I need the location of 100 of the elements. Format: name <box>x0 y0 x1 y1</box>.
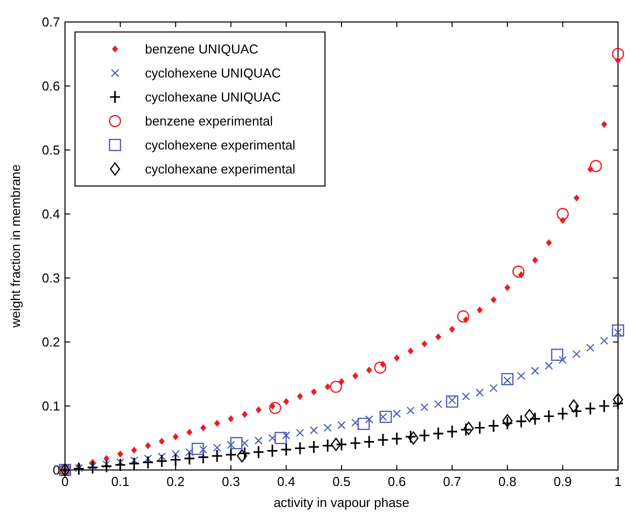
point <box>336 438 348 452</box>
point <box>476 388 484 397</box>
x-tick-label: 0.3 <box>222 474 240 489</box>
point <box>225 448 237 462</box>
point <box>310 388 317 396</box>
point <box>352 372 358 380</box>
point <box>330 380 342 393</box>
point <box>544 362 553 370</box>
point <box>462 392 470 400</box>
point <box>172 450 180 458</box>
point <box>365 415 374 424</box>
point <box>612 48 624 60</box>
point <box>192 442 204 455</box>
point <box>228 415 234 422</box>
point <box>434 400 442 408</box>
point <box>446 395 458 408</box>
y-tick-label: 0.6 <box>42 78 60 94</box>
x-tick-label: 0.6 <box>388 474 406 489</box>
point <box>490 296 497 304</box>
x-tick-label: 0.1 <box>111 474 130 489</box>
point <box>460 422 472 436</box>
point <box>612 393 624 406</box>
point <box>391 432 403 446</box>
point <box>310 426 318 434</box>
point <box>274 432 287 444</box>
point <box>404 430 416 444</box>
point <box>184 452 196 466</box>
point <box>394 354 400 362</box>
point <box>572 350 581 358</box>
point <box>269 402 282 414</box>
point <box>556 406 568 420</box>
point <box>200 424 206 432</box>
point <box>406 406 415 415</box>
point <box>236 449 248 463</box>
point <box>114 458 126 472</box>
point <box>586 344 594 352</box>
legend-label: benzene UNIQUAC <box>145 42 258 57</box>
point <box>294 441 306 456</box>
y-tick-label: 0.3 <box>42 270 60 286</box>
point <box>598 399 610 413</box>
y-tick-label: 0.2 <box>42 334 60 350</box>
point <box>574 194 580 202</box>
x-tick-label: 0.7 <box>443 474 462 489</box>
point <box>322 438 334 452</box>
point <box>324 424 332 432</box>
y-tick-label: 0.5 <box>42 142 60 158</box>
point <box>490 384 498 392</box>
point <box>142 456 154 470</box>
point <box>556 208 569 220</box>
point <box>283 398 290 406</box>
point <box>590 160 602 172</box>
point <box>297 392 304 400</box>
x-tick-label: 0.9 <box>554 474 572 489</box>
point <box>408 431 418 445</box>
point <box>185 448 194 456</box>
point <box>252 445 264 459</box>
point <box>377 433 389 447</box>
legend-label: cyclohexene UNIQUAC <box>145 66 281 81</box>
point <box>358 418 370 430</box>
point <box>502 416 514 430</box>
point <box>476 306 483 314</box>
y-tick-label: 0.4 <box>42 206 60 222</box>
point <box>464 422 474 435</box>
point <box>214 420 220 427</box>
point <box>280 442 292 456</box>
point <box>199 445 208 454</box>
point <box>418 428 430 442</box>
point <box>612 324 624 337</box>
point <box>266 444 278 458</box>
point <box>88 462 97 470</box>
point <box>420 403 428 412</box>
point <box>515 414 528 428</box>
point <box>531 366 540 375</box>
point <box>156 454 168 468</box>
point <box>380 410 392 423</box>
point <box>524 409 535 422</box>
y-tick-label: 0.1 <box>42 398 60 414</box>
point <box>366 366 372 374</box>
point <box>568 399 579 413</box>
x-tick-label: 0.8 <box>498 474 516 489</box>
point <box>449 326 456 333</box>
point <box>474 420 486 435</box>
point <box>130 456 138 464</box>
point <box>144 442 151 450</box>
point <box>600 336 608 345</box>
point <box>558 356 567 364</box>
point <box>408 347 414 354</box>
point <box>337 421 346 430</box>
point <box>282 431 290 440</box>
point <box>128 456 140 470</box>
point <box>392 410 401 418</box>
point <box>308 440 320 454</box>
point <box>116 458 124 466</box>
point <box>170 452 182 467</box>
legend-label: benzene experimental <box>145 114 274 129</box>
point <box>488 419 500 433</box>
point <box>374 362 386 374</box>
point <box>330 438 342 451</box>
point <box>86 460 98 474</box>
point <box>543 409 555 424</box>
